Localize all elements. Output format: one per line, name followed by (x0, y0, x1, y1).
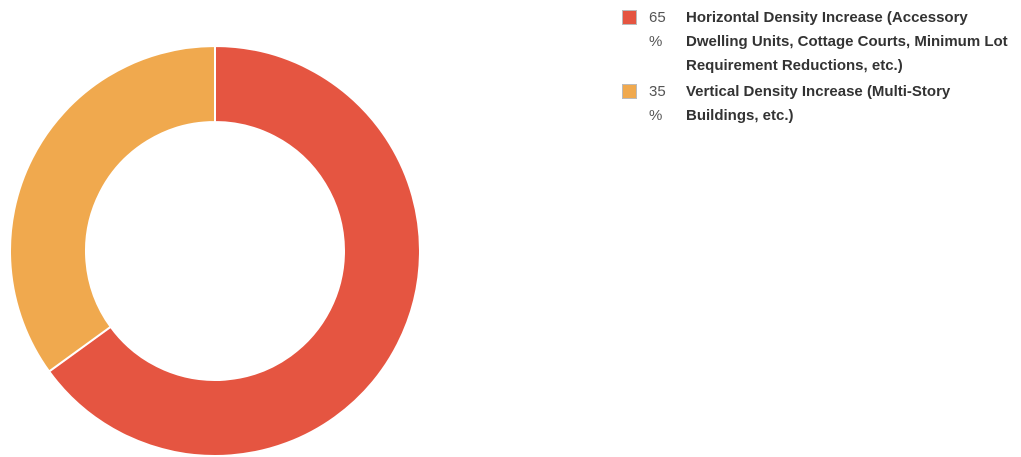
legend-label: Horizontal Density Increase (Accessory D… (686, 9, 1008, 74)
legend-value: 65 % (649, 9, 666, 50)
legend-swatch (622, 10, 637, 25)
chart (9, 44, 421, 457)
legend-item: 35 % Vertical Density Increase (Multi-Sto… (622, 80, 1020, 128)
legend-item: 65 % Horizontal Density Increase (Accesso… (622, 6, 1020, 78)
donut-slice (9, 44, 216, 373)
legend-value: 35 % (649, 83, 666, 124)
legend-swatch (622, 84, 637, 99)
legend: 65 % Horizontal Density Increase (Accesso… (622, 6, 1020, 130)
legend-label: Vertical Density Increase (Multi-Story B… (686, 83, 951, 124)
donut-slice (47, 44, 421, 457)
